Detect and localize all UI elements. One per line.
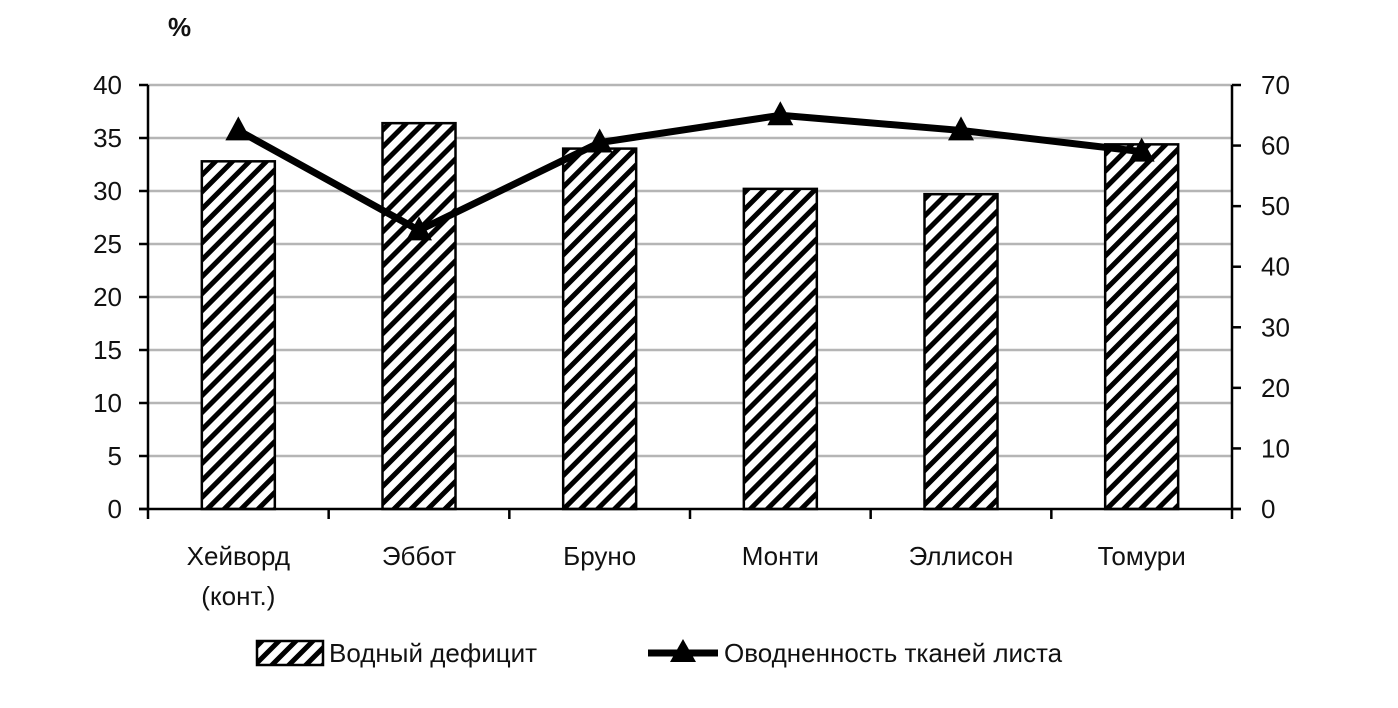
y-left-tick-label: 15 [93,335,122,365]
y-left-tick-label: 30 [93,176,122,206]
y-left-tick-label: 0 [108,494,122,524]
line-point [1128,137,1155,162]
y-left-tick-label: 20 [93,282,122,312]
y-right-tick-label: 70 [1261,70,1290,100]
series-line [236,111,1143,234]
x-tick-label: Эббот [382,541,456,571]
y-left-axis: 0 5 10 15 20 25 30 35 40 [93,70,148,524]
bar [742,187,819,511]
bar [923,192,999,511]
legend-swatch-marker [670,639,696,662]
y-right-tick-label: 40 [1261,252,1290,282]
gridlines [148,83,1232,458]
axes [139,85,1241,519]
line-point [948,116,974,141]
bar [381,121,457,511]
line-series-leaf-hydration [225,101,1155,241]
legend-label-line: Оводненность тканей листа [724,638,1063,668]
line-point [767,101,794,126]
x-tick-label: Хейворд [187,541,290,571]
y-right-axis: 0 10 20 30 40 50 60 70 [1232,70,1290,524]
line-point [406,216,432,241]
y-right-tick-label: 30 [1261,312,1290,342]
x-tick-label: (конт.) [201,581,275,611]
x-tick-label: Томури [1098,541,1186,571]
y-right-tick-label: 50 [1261,191,1290,221]
y-left-tick-label: 40 [93,70,122,100]
y-left-tick-label: 5 [108,441,122,471]
x-tick-label: Эллисон [909,541,1014,571]
y-left-tick-label: 10 [93,388,122,418]
y-unit-label: % [168,12,191,42]
line-point [225,116,252,141]
x-tick-label: Монти [742,541,819,571]
legend-label-bars: Водный дефицит [329,638,537,668]
bar-series-water-deficit [200,121,1180,511]
x-tick-label: Бруно [563,541,636,571]
y-right-tick-label: 20 [1261,373,1290,403]
y-left-tick-label: 25 [93,229,122,259]
y-right-tick-label: 60 [1261,131,1290,161]
bar [200,160,277,511]
line-point [586,128,613,153]
legend-swatch-bars [255,639,325,667]
bar [1103,143,1180,511]
y-right-tick-label: 10 [1261,433,1290,463]
y-left-tick-label: 35 [93,123,122,153]
x-axis-categories: Хейворд (конт.) Эббот Бруно Монти Эллисон Тому… [187,541,1186,611]
y-right-tick-label: 0 [1261,494,1275,524]
legend: Водный дефицит Оводненность тканей листа [255,638,1063,668]
bar [561,147,638,511]
